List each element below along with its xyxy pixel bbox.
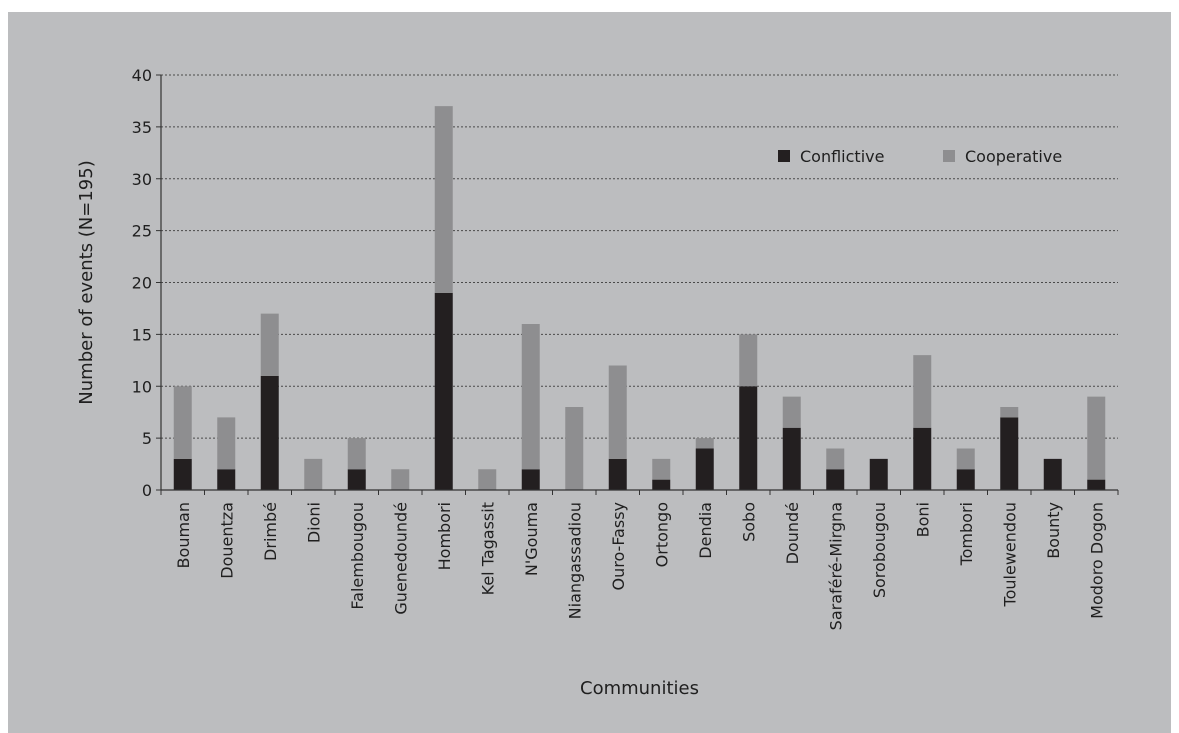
- x-category-label-15: Saraféré-Mirgna: [826, 502, 845, 630]
- y-tick-label-7: 35: [132, 118, 152, 137]
- bar-conflictive-19: [1000, 417, 1019, 490]
- bar-cooperative-11: [652, 458, 671, 480]
- x-category-label-3: Dioni: [304, 502, 323, 543]
- bar-conflictive-21: [1087, 479, 1106, 490]
- bar-cooperative-18: [956, 448, 975, 470]
- legend-swatch-conflictive: [778, 150, 790, 162]
- bar-conflictive-16: [869, 458, 888, 490]
- bar-conflictive-17: [913, 427, 932, 490]
- bar-cooperative-12: [695, 438, 714, 449]
- x-category-label-14: Doundé: [783, 502, 802, 564]
- bar-conflictive-10: [608, 458, 627, 490]
- legend-label-conflictive: Conflictive: [800, 147, 884, 166]
- x-category-label-6: Hombori: [435, 502, 454, 570]
- chart-panel: 0 5 10 15 20 25 30 35 40 Bouman Douentza Drimbé Dio…: [8, 12, 1171, 733]
- bar-conflictive-1: [217, 469, 236, 490]
- bar-cooperative-5: [391, 469, 410, 490]
- x-category-label-12: Dendia: [696, 502, 715, 559]
- bar-conflictive-12: [695, 448, 714, 490]
- y-axis-title: Number of events (N=195): [76, 160, 97, 404]
- axes: [160, 75, 1119, 495]
- x-category-label-2: Drimbé: [261, 502, 280, 561]
- bar-cooperative-14: [782, 396, 801, 428]
- bar-conflictive-18: [956, 469, 975, 490]
- bar-cooperative-6: [434, 106, 453, 293]
- legend: Conflictive Cooperative: [778, 147, 1062, 166]
- bars: [173, 106, 1106, 490]
- gridlines: [156, 74, 1118, 491]
- bar-cooperative-1: [217, 417, 236, 470]
- x-category-label-20: Bounty: [1044, 502, 1063, 559]
- x-category-label-17: Boni: [913, 502, 932, 537]
- x-category-label-7: Kel Tagassit: [478, 502, 497, 595]
- bar-conflictive-2: [260, 375, 279, 490]
- bar-cooperative-9: [565, 407, 584, 490]
- bar-cooperative-3: [304, 458, 323, 490]
- bar-cooperative-21: [1087, 396, 1106, 480]
- x-category-label-4: Falembougou: [348, 502, 367, 610]
- bar-conflictive-4: [347, 469, 366, 490]
- bar-cooperative-17: [913, 355, 932, 428]
- y-tick-label-3: 15: [132, 325, 152, 344]
- x-category-labels: Bouman Douentza Drimbé Dioni Falembougou Guen…: [174, 502, 1107, 630]
- bar-conflictive-15: [826, 469, 845, 490]
- x-category-label-0: Bouman: [174, 502, 193, 568]
- y-tick-label-2: 10: [132, 377, 152, 396]
- bar-conflictive-20: [1043, 458, 1062, 490]
- bar-conflictive-8: [521, 469, 540, 490]
- legend-swatch-cooperative: [943, 150, 955, 162]
- bar-conflictive-6: [434, 292, 453, 490]
- x-category-label-11: Ortongo: [652, 502, 671, 567]
- stacked-bar-chart: 0 5 10 15 20 25 30 35 40 Bouman Douentza Drimbé Dio…: [76, 66, 1119, 699]
- y-tick-label-8: 40: [132, 66, 152, 85]
- bar-cooperative-8: [521, 324, 540, 470]
- legend-label-cooperative: Cooperative: [965, 147, 1062, 166]
- x-category-label-19: Toulewendou: [1000, 502, 1019, 607]
- bar-conflictive-13: [739, 386, 758, 490]
- y-tick-labels: 0 5 10 15 20 25 30 35 40: [132, 66, 152, 500]
- bar-cooperative-4: [347, 438, 366, 470]
- bar-cooperative-13: [739, 334, 758, 387]
- x-category-label-9: Niangassadiou: [565, 502, 584, 619]
- x-category-label-18: Tombori: [957, 502, 976, 566]
- bar-conflictive-14: [782, 427, 801, 490]
- x-category-label-5: Guenedoundé: [391, 502, 410, 615]
- x-category-label-21: Modoro Dogon: [1087, 502, 1106, 619]
- bar-cooperative-0: [173, 386, 192, 459]
- bar-conflictive-11: [652, 479, 671, 490]
- bar-cooperative-7: [478, 469, 497, 490]
- y-tick-label-1: 5: [142, 429, 152, 448]
- bar-cooperative-15: [826, 448, 845, 470]
- x-category-label-10: Ouro-Fassy: [609, 502, 628, 591]
- x-category-label-13: Sobo: [739, 502, 758, 542]
- x-category-label-16: Sorobougou: [870, 502, 889, 598]
- y-tick-label-4: 20: [132, 274, 152, 293]
- y-tick-label-5: 25: [132, 222, 152, 241]
- y-tick-label-6: 30: [132, 170, 152, 189]
- bar-cooperative-19: [1000, 407, 1019, 418]
- x-axis-title: Communities: [580, 678, 699, 699]
- bar-cooperative-2: [260, 313, 279, 376]
- x-category-label-1: Douentza: [217, 502, 236, 579]
- bar-cooperative-10: [608, 365, 627, 459]
- x-category-label-8: N'Gouma: [522, 502, 541, 576]
- bar-conflictive-0: [173, 458, 192, 490]
- y-tick-label-0: 0: [142, 481, 152, 500]
